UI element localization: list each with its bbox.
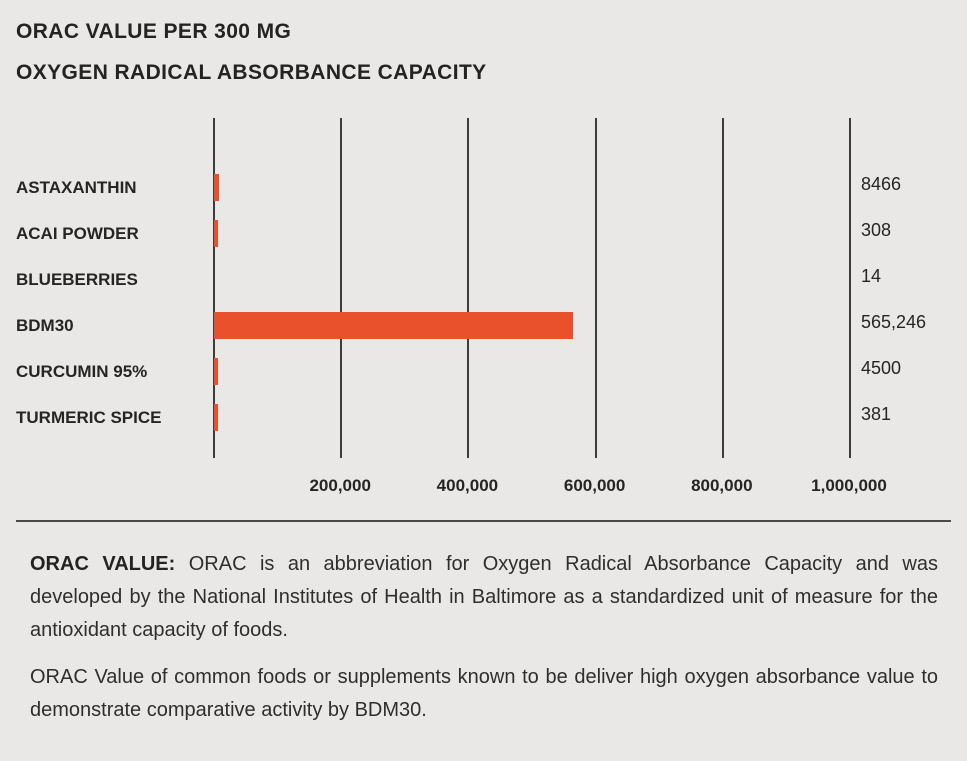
gridline <box>849 118 851 458</box>
bar <box>214 358 218 385</box>
x-tick-label: 400,000 <box>436 476 499 495</box>
category-label: CURCUMIN 95% <box>16 362 148 381</box>
gridline <box>721 118 724 458</box>
bar <box>214 174 220 201</box>
chart-title-block: ORAC VALUE PER 300 MG OXYGEN RADICAL ABS… <box>16 20 487 85</box>
category-label: ACAI POWDER <box>16 224 139 243</box>
plot-area: 200,000 400,000 600,000 800,000 1,000,000 AST… <box>16 118 927 495</box>
footer-text-block: ORAC VALUE: ORAC is an abbreviation for … <box>30 548 938 727</box>
chart-subtitle: OXYGEN RADICAL ABSORBANCE CAPACITY <box>16 61 487 84</box>
value-label: 308 <box>861 220 892 240</box>
divider-line <box>16 520 951 522</box>
gridline <box>594 118 597 458</box>
gridline <box>467 118 470 458</box>
value-label: 14 <box>861 266 882 286</box>
value-label: 565,246 <box>861 312 927 332</box>
footer-paragraph-lead: ORAC VALUE: <box>30 553 176 575</box>
category-label: ASTAXANTHIN <box>16 178 137 197</box>
value-label: 8466 <box>861 174 902 194</box>
bar <box>214 220 218 247</box>
bar <box>214 404 218 431</box>
x-tick-label: 1,000,000 <box>811 476 887 495</box>
category-label: BDM30 <box>16 316 74 335</box>
footer-paragraph-body: ORAC is an abbreviation for Oxygen Radic… <box>30 553 938 641</box>
bar <box>214 312 574 339</box>
gridline <box>213 118 215 458</box>
x-tick-label: 600,000 <box>563 476 626 495</box>
x-tick-label: 200,000 <box>309 476 371 495</box>
category-label: TURMERIC SPICE <box>16 408 162 427</box>
value-label: 381 <box>861 404 892 424</box>
category-label: BLUEBERRIES <box>16 270 138 289</box>
gridline <box>340 118 343 458</box>
value-label: 4500 <box>861 358 902 378</box>
footer-paragraph-orac-definition: ORAC VALUE: ORAC is an abbreviation for … <box>30 548 938 647</box>
chart-title: ORAC VALUE PER 300 MG <box>16 20 292 43</box>
x-tick-label: 800,000 <box>691 476 753 495</box>
footer-paragraph-comparison: ORAC Value of common foods or supplement… <box>30 666 938 721</box>
